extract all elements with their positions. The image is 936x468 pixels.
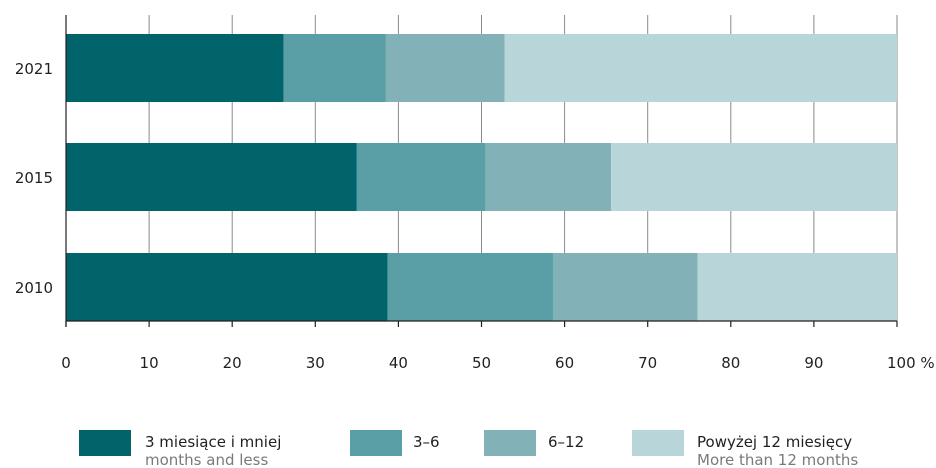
legend-label: 6–12 [548,433,584,451]
category-label: 2010 [15,279,53,297]
bar-segment [611,143,897,211]
legend-swatch [79,430,131,456]
category-label: 2015 [15,169,53,187]
x-tick-label: 50 [472,354,491,372]
bar-segment [66,34,284,102]
x-tick-label: 30 [306,354,325,372]
bar-segment [697,253,897,321]
bar-segment [552,253,698,321]
legend-swatch [350,430,402,456]
x-tick-label: 10 [140,354,159,372]
legend-label: Powyżej 12 miesięcy [697,433,852,451]
x-tick-labels: 0 10 20 30 40 50 60 70 80 90 100 % [61,354,934,372]
x-tick-label: 40 [389,354,408,372]
x-tick-label: 70 [638,354,657,372]
legend-label-en: More than 12 months [697,451,858,468]
bar-segment [387,253,553,321]
bar-segment [66,143,357,211]
x-tick-label: 80 [721,354,740,372]
x-tick-label: 90 [804,354,823,372]
bars [66,34,897,321]
category-label: 2021 [15,60,53,78]
x-tick-label: 0 [61,354,71,372]
axes [65,15,898,327]
category-labels: 2021 2015 2010 [15,60,53,297]
bar-segment [485,143,612,211]
bar-segment [356,143,486,211]
bar-segment [504,34,897,102]
bar-segment [66,253,388,321]
legend-label: 3–6 [413,433,440,451]
x-tick-label: 60 [555,354,574,372]
bar-segment [283,34,386,102]
bar-segment [385,34,505,102]
legend-swatch [632,430,684,456]
legend-label-en: months and less [145,451,268,468]
legend-label: 3 miesiące i mniej [145,433,281,451]
x-tick-label: 20 [223,354,242,372]
x-tick-label: 100 % [887,354,935,372]
legend-swatch [484,430,536,456]
